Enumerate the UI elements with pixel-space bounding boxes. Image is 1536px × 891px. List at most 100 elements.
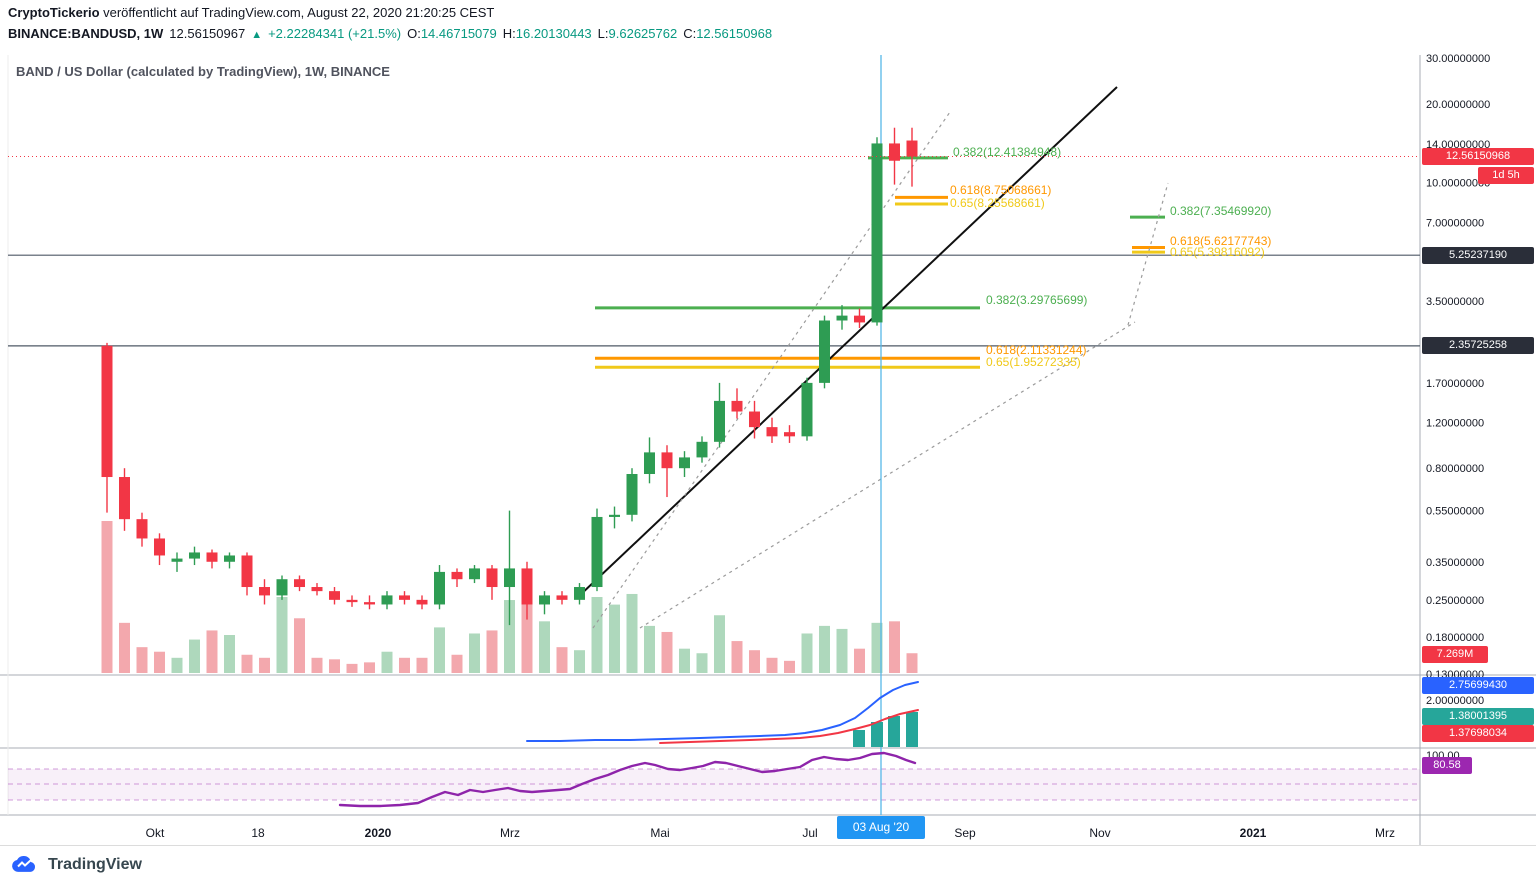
dashed-trend-line[interactable] — [639, 321, 1136, 629]
fib-label: 0.65(8.25568661) — [950, 196, 1045, 210]
price-axis-label: 1.20000000 — [1426, 417, 1484, 429]
candle-up — [189, 552, 200, 559]
candle-down — [136, 519, 148, 539]
candle-down — [416, 599, 428, 605]
footer-brand-bar: TradingView — [10, 853, 142, 877]
candle-down — [154, 538, 165, 556]
candle-down — [556, 595, 568, 600]
candle-up — [871, 143, 883, 323]
indicator-blue-line — [526, 681, 919, 742]
fib-label: 0.65(1.95272335) — [986, 355, 1081, 369]
volume-bar — [329, 659, 340, 673]
symbol-name[interactable]: BINANCE:BANDUSD, 1W — [8, 26, 164, 41]
candle-down — [906, 140, 918, 157]
volume-bar — [451, 654, 463, 673]
volume-bar — [626, 593, 638, 673]
volume-bar — [836, 628, 848, 673]
time-axis-label: Nov — [1089, 826, 1110, 840]
candle-up — [591, 516, 603, 588]
volume-bar — [889, 621, 900, 673]
candle-up — [504, 568, 515, 588]
volume-bar — [276, 597, 288, 673]
price-axis-label: 7.00000000 — [1426, 218, 1484, 230]
open-value: 14.46715079 — [420, 26, 497, 41]
volume-bar — [101, 521, 113, 673]
attribution-line: CryptoTickerio veröffentlicht auf Tradin… — [8, 5, 494, 20]
candle-up — [469, 568, 480, 580]
chart-title: BAND / US Dollar (calculated by TradingV… — [16, 64, 390, 79]
volume-bar — [644, 625, 655, 673]
publish-info: veröffentlicht auf TradingView.com, Augu… — [99, 5, 495, 20]
price-axis-label: 0.80000000 — [1426, 463, 1484, 475]
candle-down — [364, 602, 375, 605]
price-axis-label: 0.13000000 — [1426, 669, 1484, 681]
price-axis-label: 14.00000000 — [1426, 139, 1490, 151]
indicator-histogram-bar — [853, 730, 865, 747]
candle-down — [854, 315, 865, 323]
candle-up — [381, 595, 393, 605]
indicator-axis-label: 2.00000000 — [1426, 695, 1484, 707]
dashed-trend-line[interactable] — [1127, 182, 1169, 326]
volume-bar — [556, 647, 568, 673]
ohlc-low: L:9.62625762 — [598, 26, 678, 41]
rsi-band-fill — [8, 769, 1420, 800]
low-label: L: — [597, 26, 609, 41]
price-axis-label: 0.55000000 — [1426, 506, 1484, 518]
candle-up — [171, 558, 183, 562]
volume-bar — [661, 631, 673, 673]
candle-up — [434, 571, 445, 605]
candle-up — [574, 587, 585, 600]
price-axis-label: 10.00000000 — [1426, 177, 1490, 189]
volume-bar — [294, 618, 305, 673]
volume-bar — [381, 651, 393, 673]
fib-label: 0.382(7.35469920) — [1170, 204, 1271, 218]
time-axis-label: Okt — [146, 826, 165, 840]
candle-down — [346, 599, 358, 603]
volume-bar — [469, 633, 480, 673]
candle-down — [784, 432, 795, 437]
dashed-trend-line[interactable] — [592, 111, 951, 629]
volume-bar — [871, 622, 883, 673]
volume-bar — [504, 600, 515, 673]
candle-down — [119, 477, 130, 520]
price-axis-label: 0.25000000 — [1426, 595, 1484, 607]
volume-bar — [574, 650, 585, 673]
volume-bar — [224, 635, 235, 673]
tradingview-brand[interactable]: TradingView — [48, 856, 142, 873]
time-axis-label: 2021 — [1240, 826, 1267, 840]
volume-bar — [749, 650, 760, 673]
trend-line[interactable] — [577, 86, 1118, 598]
time-axis-label: Mrz — [500, 826, 520, 840]
time-axis-label: 2020 — [365, 826, 392, 840]
volume-bar — [416, 657, 428, 673]
ohlc-open: O:14.46715079 — [407, 26, 497, 41]
candle-down — [259, 587, 270, 596]
volume-bar — [696, 653, 708, 673]
time-axis-label: Jul — [802, 826, 817, 840]
price-axis-label: 30.00000000 — [1426, 53, 1490, 65]
volume-bar — [119, 622, 130, 673]
volume-bar — [714, 615, 725, 673]
candle-up — [696, 441, 708, 458]
volume-bar — [486, 630, 498, 673]
indicator-histogram-bar — [906, 712, 918, 747]
time-axis-label: Sep — [954, 826, 976, 840]
volume-bar — [154, 651, 165, 673]
volume-bar — [434, 627, 445, 673]
candle-down — [311, 587, 323, 592]
candle-down — [661, 452, 673, 469]
volume-bar — [766, 657, 778, 673]
time-axis-label: 18 — [251, 826, 265, 840]
candle-up — [644, 452, 655, 475]
candle-down — [766, 427, 778, 437]
volume-bar — [206, 630, 218, 673]
candle-down — [731, 400, 743, 412]
candle-up — [714, 400, 725, 442]
candle-up — [609, 514, 620, 517]
ohlc-high: H:16.20130443 — [503, 26, 592, 41]
tradingview-logo-icon[interactable] — [10, 853, 40, 877]
price-axis-label: 3.50000000 — [1426, 296, 1484, 308]
candle-down — [486, 568, 498, 588]
